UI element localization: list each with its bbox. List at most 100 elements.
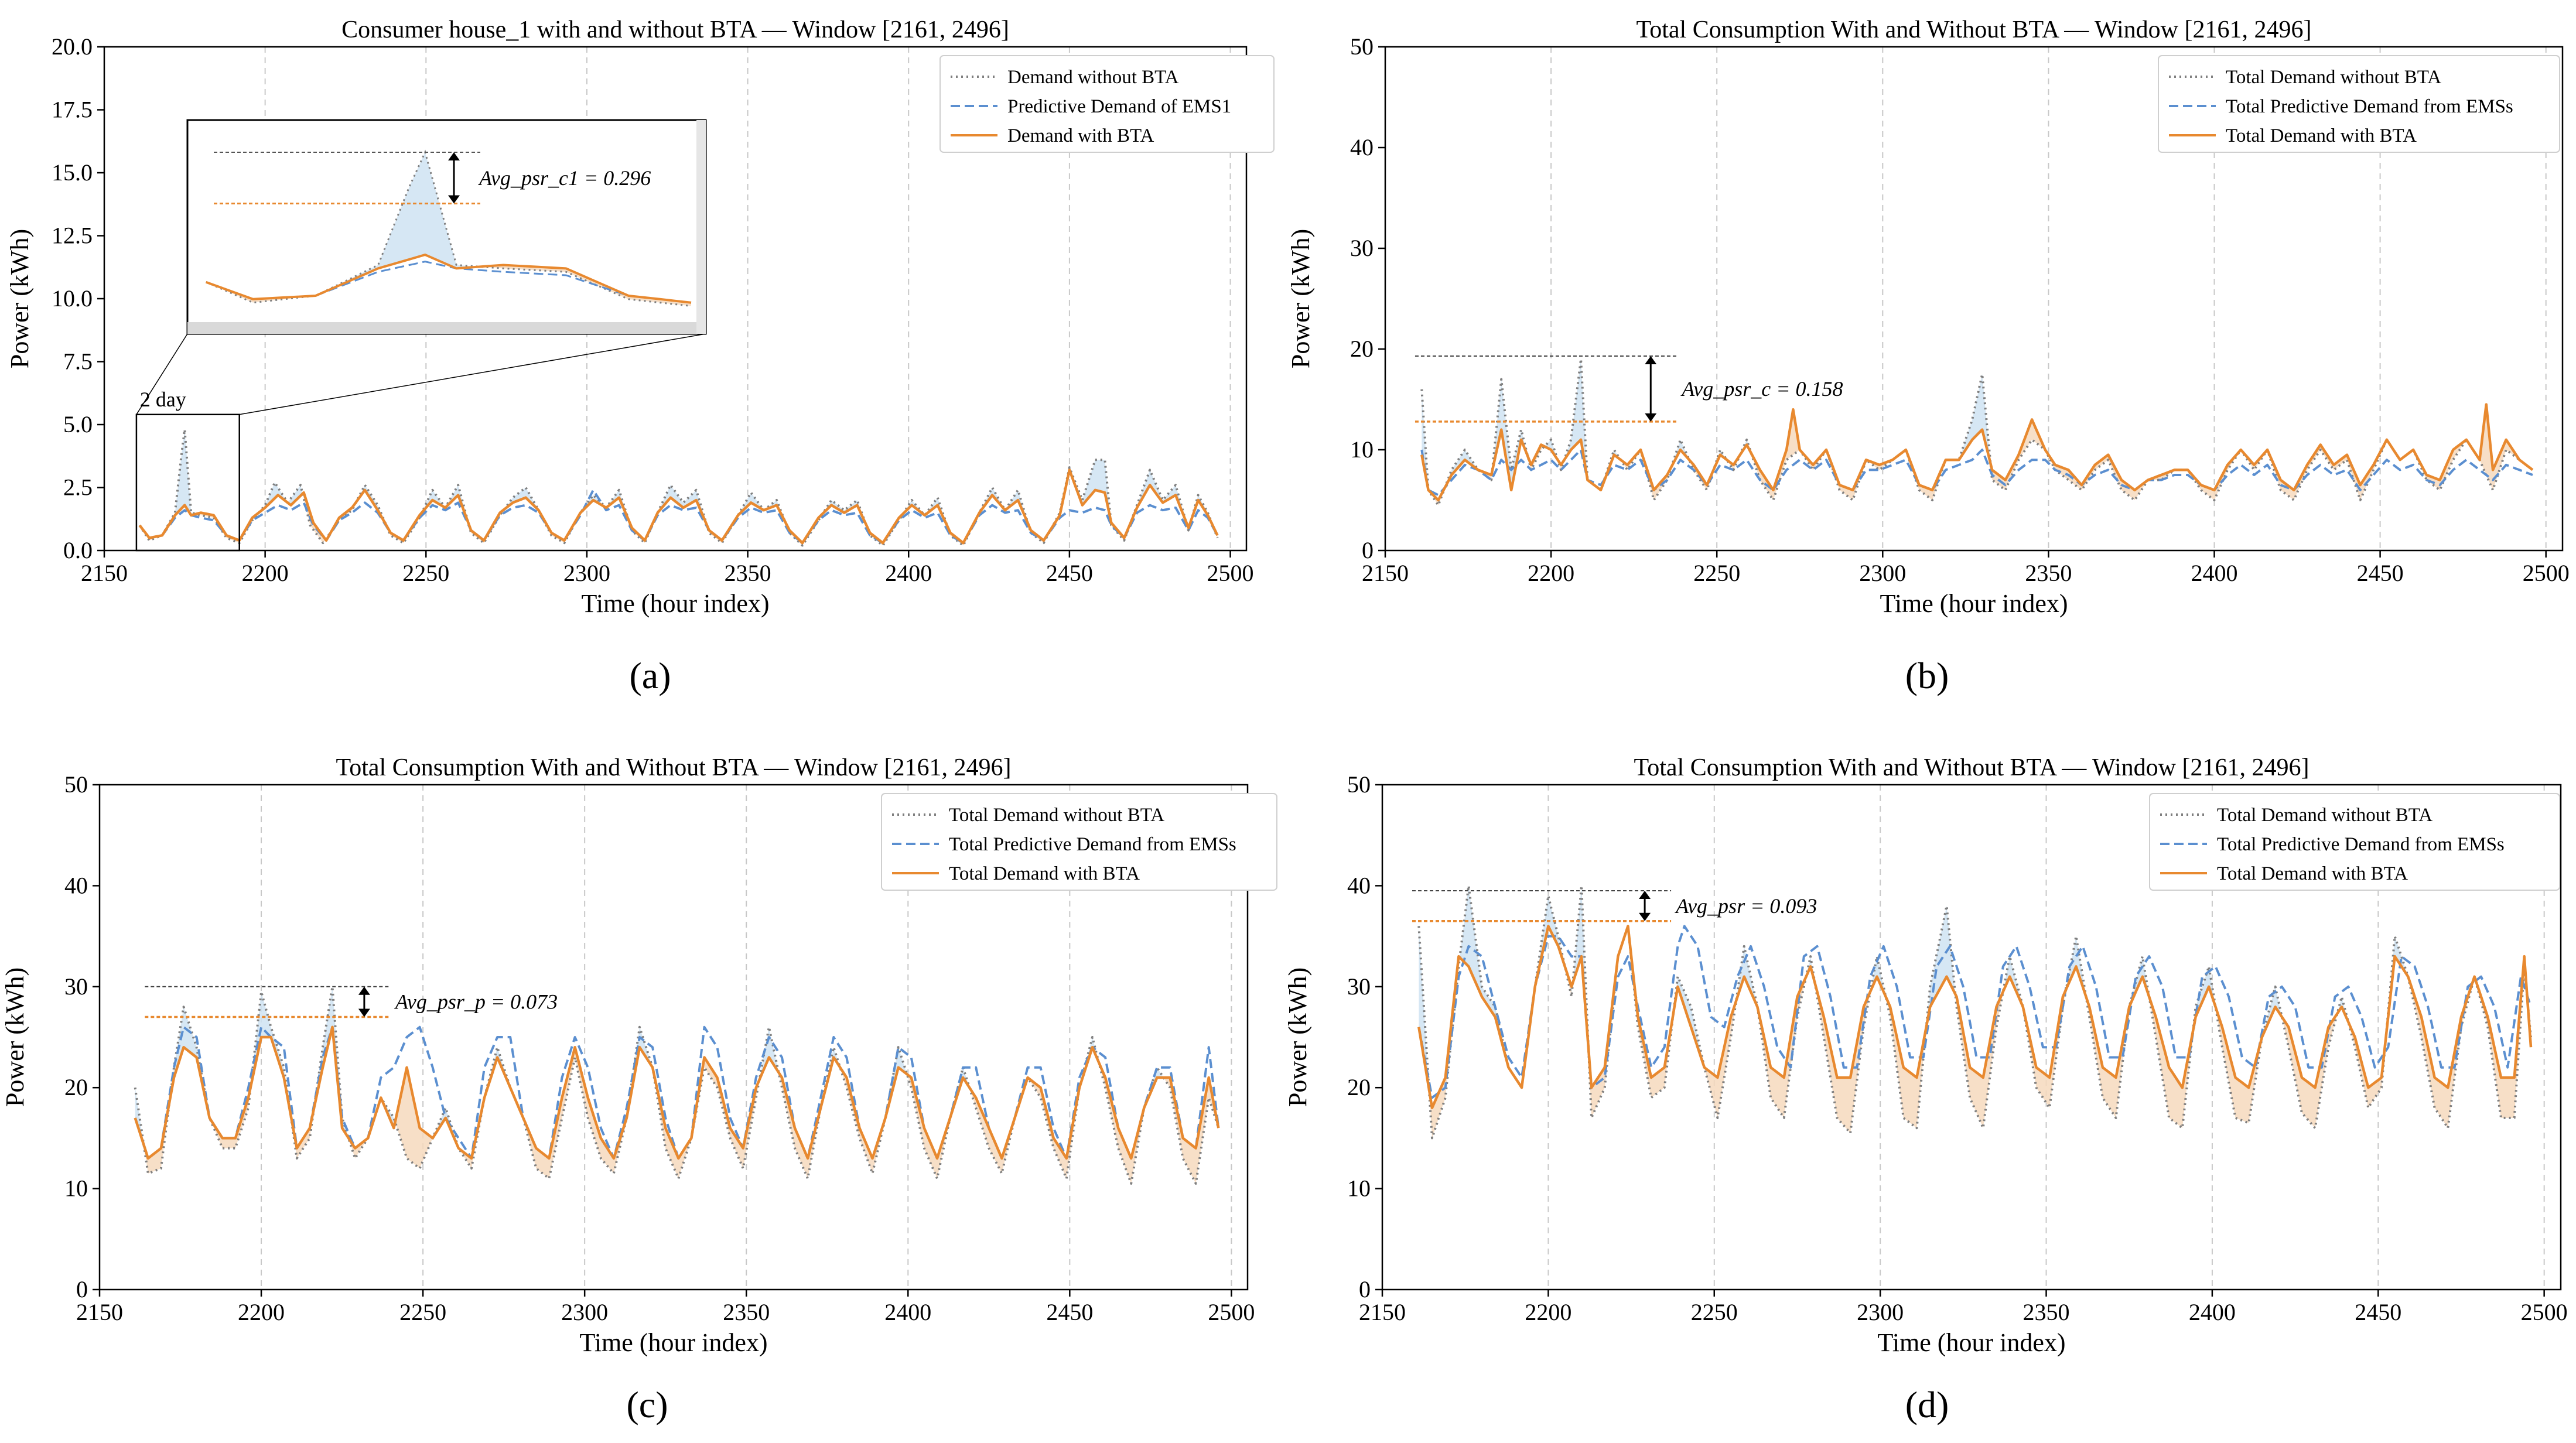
between-fill-orange bbox=[1429, 926, 2528, 1138]
between-fill-blue bbox=[1419, 885, 2531, 1088]
x-axis-label: Time (hour index) bbox=[1877, 1328, 2065, 1357]
x-tick-label: 2350 bbox=[723, 1299, 770, 1325]
y-tick-label: 30 bbox=[64, 973, 88, 1000]
series-line-with-bta bbox=[1417, 925, 2533, 1109]
chart-title: Consumer house_1 with and without BTA — … bbox=[341, 16, 1009, 43]
chart-panel-b: 2150 2200 2250 2300 2350 2400 2450 2500 0 10 20 30 4… bbox=[1286, 16, 2570, 696]
y-tick-label: 0 bbox=[1359, 1276, 1371, 1302]
x-tick-label: 2500 bbox=[2523, 560, 2570, 586]
y-tick-label: 10 bbox=[64, 1175, 88, 1202]
y-tick-label: 20.0 bbox=[52, 33, 93, 60]
series-line-predictive bbox=[134, 1025, 1220, 1160]
x-tick-label: 2150 bbox=[1362, 560, 1409, 586]
plot-frame bbox=[98, 784, 1249, 1291]
series-line-without-bta bbox=[1420, 358, 2534, 507]
psr-annotation: Avg_psr_c1 = 0.296 bbox=[478, 166, 651, 190]
x-tick-label: 2150 bbox=[1359, 1299, 1406, 1325]
x-tick-label: 2500 bbox=[2521, 1299, 2568, 1325]
legend-entry: Total Demand with BTA bbox=[949, 863, 1140, 884]
psr-arrowhead bbox=[358, 986, 370, 995]
x-tick-label: 2250 bbox=[1693, 560, 1740, 586]
x-tick-label: 2200 bbox=[1525, 1299, 1571, 1325]
y-tick-label: 15.0 bbox=[52, 159, 93, 186]
x-tick-label: 2450 bbox=[2357, 560, 2404, 586]
y-tick-label: 50 bbox=[1347, 771, 1371, 798]
y-tick-label: 0.0 bbox=[63, 537, 93, 563]
zoom-region-box bbox=[135, 413, 240, 552]
y-tick-label: 12.5 bbox=[52, 223, 93, 249]
y-axis-label: Power (kWh) bbox=[1286, 229, 1315, 368]
legend-entry: Total Predictive Demand from EMSs bbox=[2226, 96, 2513, 117]
panel-caption: (c) bbox=[626, 1384, 668, 1425]
x-tick-label: 2150 bbox=[76, 1299, 123, 1325]
chart-title: Total Consumption With and Without BTA —… bbox=[1637, 16, 2312, 43]
y-tick-label: 50 bbox=[64, 771, 88, 798]
panel-caption: (d) bbox=[1905, 1384, 1949, 1425]
y-tick-label: 2.5 bbox=[63, 474, 93, 501]
psr-arrowhead bbox=[1645, 356, 1657, 365]
y-tick-label: 10 bbox=[1350, 436, 1374, 463]
legend-entry: Predictive Demand of EMS1 bbox=[1007, 96, 1231, 117]
series-line-predictive bbox=[1417, 925, 2532, 1099]
inset-series-line bbox=[206, 253, 692, 304]
y-axis-label: Power (kWh) bbox=[1283, 967, 1312, 1107]
y-tick-label: 40 bbox=[64, 872, 88, 898]
x-tick-label: 2250 bbox=[399, 1299, 446, 1325]
series-line-with-bta bbox=[1420, 403, 2534, 502]
series-line-without-bta bbox=[134, 985, 1220, 1185]
x-tick-label: 2350 bbox=[2023, 1299, 2070, 1325]
y-axis-label: Power (kWh) bbox=[1, 967, 29, 1107]
legend-entry: Total Demand with BTA bbox=[2226, 125, 2417, 146]
panel-caption: (a) bbox=[629, 655, 671, 696]
x-tick-label: 2300 bbox=[1859, 560, 1906, 586]
y-tick-label: 20 bbox=[1350, 336, 1374, 362]
zoom-connector bbox=[239, 333, 706, 415]
inset-shadow bbox=[696, 120, 706, 334]
legend-entry: Total Predictive Demand from EMSs bbox=[949, 834, 1236, 855]
y-tick-label: 40 bbox=[1347, 872, 1371, 898]
x-axis-label: Time (hour index) bbox=[581, 589, 769, 618]
psr-arrowhead bbox=[448, 195, 460, 204]
y-tick-label: 0 bbox=[1362, 537, 1374, 563]
x-tick-label: 2250 bbox=[1691, 1299, 1738, 1325]
chart-panel-c: 2150 2200 2250 2300 2350 2400 2450 2500 0 10 20 30 4… bbox=[1, 754, 1277, 1425]
psr-annotation: Avg_psr_p = 0.073 bbox=[394, 990, 558, 1014]
x-tick-label: 2450 bbox=[2355, 1299, 2401, 1325]
series-line-with-bta bbox=[138, 469, 1219, 545]
x-tick-label: 2350 bbox=[2025, 560, 2072, 586]
legend-box bbox=[881, 793, 1277, 891]
inset-series-line bbox=[206, 149, 692, 307]
psr-arrowhead bbox=[358, 1008, 370, 1017]
inset-shadow bbox=[187, 322, 706, 334]
legend-box bbox=[939, 55, 1275, 153]
legend-entry: Total Predictive Demand from EMSs bbox=[2217, 834, 2505, 855]
y-tick-label: 20 bbox=[64, 1074, 88, 1100]
series-line-without-bta bbox=[138, 428, 1219, 547]
x-tick-label: 2300 bbox=[561, 1299, 608, 1325]
panel-caption: (b) bbox=[1905, 655, 1949, 696]
x-axis-label: Time (hour index) bbox=[1880, 589, 2068, 618]
x-tick-label: 2450 bbox=[1046, 560, 1093, 586]
psr-annotation: Avg_psr_c = 0.158 bbox=[1680, 377, 1843, 401]
x-tick-label: 2250 bbox=[402, 560, 449, 586]
inset-between-fill-blue bbox=[315, 152, 472, 296]
chart-title: Total Consumption With and Without BTA —… bbox=[1634, 754, 2309, 781]
y-tick-label: 20 bbox=[1347, 1074, 1371, 1100]
x-tick-label: 2400 bbox=[885, 560, 932, 586]
x-tick-label: 2500 bbox=[1208, 1299, 1255, 1325]
inset-series-line bbox=[206, 261, 692, 304]
legend-entry: Total Demand with BTA bbox=[2217, 863, 2408, 884]
legend-entry: Total Demand without BTA bbox=[2226, 67, 2441, 88]
psr-arrowhead bbox=[1639, 891, 1651, 900]
x-tick-label: 2150 bbox=[81, 560, 128, 586]
x-tick-label: 2350 bbox=[725, 560, 771, 586]
psr-arrowhead bbox=[448, 152, 460, 160]
legend-entry: Total Demand without BTA bbox=[2217, 805, 2432, 826]
x-tick-label: 2450 bbox=[1046, 1299, 1093, 1325]
y-axis-label: Power (kWh) bbox=[5, 229, 34, 368]
chart-title: Total Consumption With and Without BTA —… bbox=[336, 754, 1012, 781]
zoom-connector bbox=[136, 333, 188, 415]
x-axis-label: Time (hour index) bbox=[579, 1328, 767, 1357]
y-tick-label: 10.0 bbox=[52, 285, 93, 312]
